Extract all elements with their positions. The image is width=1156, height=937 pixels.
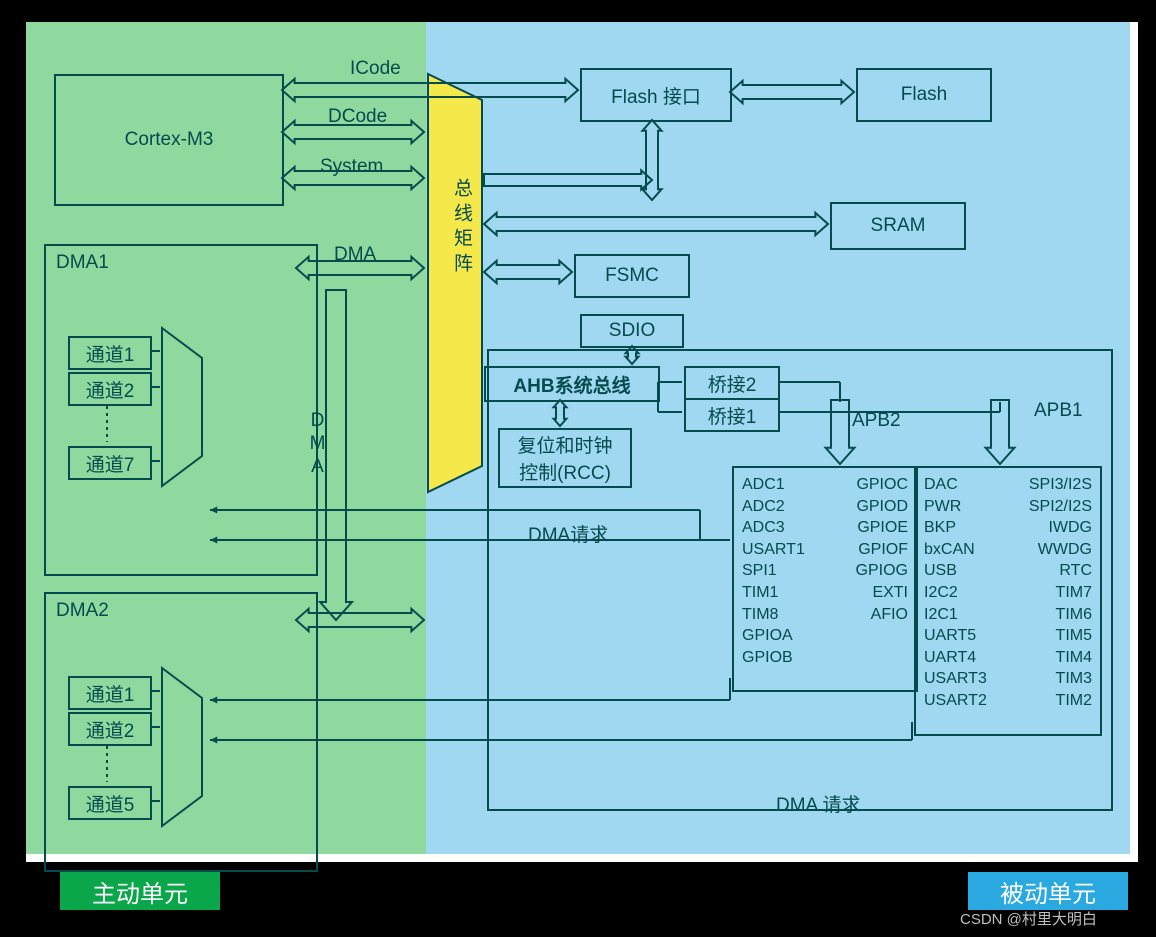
dma-label: DMA bbox=[334, 244, 376, 266]
dma2-ch1-label: 通道1 bbox=[86, 680, 135, 707]
periph-item: GPIOC bbox=[856, 474, 908, 496]
periph-item: USART2 bbox=[924, 690, 987, 712]
periph-item: TIM8 bbox=[742, 604, 805, 626]
periph-item: SPI1 bbox=[742, 560, 805, 582]
periph-item: TIM2 bbox=[1029, 690, 1092, 712]
periph-item: SPI3/I2S bbox=[1029, 474, 1092, 496]
periph-item: PWR bbox=[924, 496, 987, 518]
periph-item: GPIOE bbox=[856, 517, 908, 539]
bridge1-label: 桥接1 bbox=[708, 402, 757, 429]
dcode-label: DCode bbox=[328, 106, 387, 128]
active-tag: 主动单元 bbox=[60, 872, 220, 910]
periph-item: GPIOG bbox=[856, 560, 908, 582]
flash-if-label: Flash 接口 bbox=[611, 82, 701, 109]
fsmc-block: FSMC bbox=[574, 254, 690, 298]
dma1-ch1-label: 通道1 bbox=[86, 340, 135, 367]
periph-item: I2C2 bbox=[924, 582, 987, 604]
periph-item: TIM4 bbox=[1029, 647, 1092, 669]
dma1-label: DMA1 bbox=[56, 252, 109, 274]
fsmc-label: FSMC bbox=[605, 265, 659, 287]
periph-item: UART4 bbox=[924, 647, 987, 669]
periph-item: IWDG bbox=[1029, 517, 1092, 539]
periph-item: USART1 bbox=[742, 539, 805, 561]
sram-block: SRAM bbox=[830, 202, 966, 250]
dma1-ch1: 通道1 bbox=[68, 336, 152, 370]
periph-item: ADC2 bbox=[742, 496, 805, 518]
flash-if-block: Flash 接口 bbox=[580, 68, 732, 122]
periph-item: ADC1 bbox=[742, 474, 805, 496]
sram-label: SRAM bbox=[871, 215, 926, 237]
dma-vert-label: DMA bbox=[306, 410, 328, 479]
cortex-m3-block: Cortex-M3 bbox=[54, 74, 284, 206]
icode-label: ICode bbox=[350, 58, 401, 80]
dma2-ch5-label: 通道5 bbox=[86, 790, 135, 817]
periph-item: RTC bbox=[1029, 560, 1092, 582]
periph-item: SPI2/I2S bbox=[1029, 496, 1092, 518]
periph-item: EXTI bbox=[856, 582, 908, 604]
bus-matrix-label: 总线矩阵 bbox=[448, 178, 475, 278]
periph-item: GPIOB bbox=[742, 647, 805, 669]
bridge1-block: 桥接1 bbox=[684, 398, 780, 432]
periph-item: TIM7 bbox=[1029, 582, 1092, 604]
dma2-ch5: 通道5 bbox=[68, 786, 152, 820]
apb2-right-list: GPIOCGPIODGPIOEGPIOFGPIOGEXTIAFIO bbox=[856, 474, 908, 668]
ahb-label: AHB系统总线 bbox=[513, 371, 630, 398]
periph-item: USB bbox=[924, 560, 987, 582]
bridge2-label: 桥接2 bbox=[708, 370, 757, 397]
periph-item: GPIOA bbox=[742, 625, 805, 647]
system-label: System bbox=[320, 156, 383, 178]
dma1-ch2-label: 通道2 bbox=[86, 376, 135, 403]
periph-item: GPIOD bbox=[856, 496, 908, 518]
periph-item: ADC3 bbox=[742, 517, 805, 539]
apb1-label: APB1 bbox=[1034, 400, 1083, 422]
apb2-box: ADC1ADC2ADC3USART1SPI1TIM1TIM8GPIOAGPIOB… bbox=[732, 466, 918, 692]
periph-item: USART3 bbox=[924, 668, 987, 690]
sdio-label: SDIO bbox=[609, 320, 655, 342]
flash-block: Flash bbox=[856, 68, 992, 122]
periph-item: TIM5 bbox=[1029, 625, 1092, 647]
dma1-block: DMA1 bbox=[44, 244, 318, 576]
rcc-block: 复位和时钟 控制(RCC) bbox=[498, 428, 632, 488]
passive-tag-label: 被动单元 bbox=[1000, 874, 1096, 909]
dma2-ch2-label: 通道2 bbox=[86, 716, 135, 743]
ahb-block: AHB系统总线 bbox=[484, 366, 660, 402]
apb2-left-list: ADC1ADC2ADC3USART1SPI1TIM1TIM8GPIOAGPIOB bbox=[742, 474, 805, 668]
dma-req1-label: DMA请求 bbox=[528, 520, 608, 547]
sdio-block: SDIO bbox=[580, 314, 684, 348]
periph-item: TIM3 bbox=[1029, 668, 1092, 690]
rcc-label: 复位和时钟 控制(RCC) bbox=[517, 431, 612, 485]
active-tag-label: 主动单元 bbox=[92, 874, 188, 909]
dma2-ch1: 通道1 bbox=[68, 676, 152, 710]
periph-item: WWDG bbox=[1029, 539, 1092, 561]
periph-item: DAC bbox=[924, 474, 987, 496]
dma1-ch7-label: 通道7 bbox=[86, 450, 135, 477]
apb1-box: DACPWRBKPbxCANUSBI2C2I2C1UART5UART4USART… bbox=[914, 466, 1102, 736]
periph-item: GPIOF bbox=[856, 539, 908, 561]
dma2-ch2: 通道2 bbox=[68, 712, 152, 746]
periph-item: BKP bbox=[924, 517, 987, 539]
apb2-label: APB2 bbox=[852, 410, 901, 432]
dma1-ch2: 通道2 bbox=[68, 372, 152, 406]
periph-item: TIM1 bbox=[742, 582, 805, 604]
periph-item: bxCAN bbox=[924, 539, 987, 561]
apb1-left-list: DACPWRBKPbxCANUSBI2C2I2C1UART5UART4USART… bbox=[924, 474, 987, 712]
cortex-label: Cortex-M3 bbox=[125, 129, 214, 151]
dma-req2-label: DMA 请求 bbox=[776, 790, 860, 817]
credit-text: CSDN @村里大明白 bbox=[960, 908, 1097, 929]
dma2-label: DMA2 bbox=[56, 600, 109, 622]
apb1-right-list: SPI3/I2SSPI2/I2SIWDGWWDGRTCTIM7TIM6TIM5T… bbox=[1029, 474, 1092, 712]
periph-item: TIM6 bbox=[1029, 604, 1092, 626]
periph-item: UART5 bbox=[924, 625, 987, 647]
bridge2-block: 桥接2 bbox=[684, 366, 780, 400]
periph-item: I2C1 bbox=[924, 604, 987, 626]
periph-item: AFIO bbox=[856, 604, 908, 626]
dma1-ch7: 通道7 bbox=[68, 446, 152, 480]
flash-label: Flash bbox=[901, 84, 947, 106]
passive-tag: 被动单元 bbox=[968, 872, 1128, 910]
